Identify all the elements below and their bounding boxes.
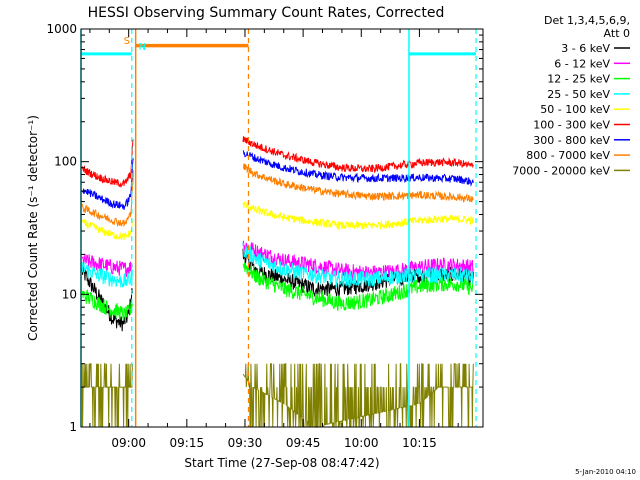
legend-entry-label: 12 - 25 keV <box>547 73 610 86</box>
x-tick-label: 09:45 <box>286 436 321 450</box>
x-tick-label: 09:00 <box>111 436 146 450</box>
legend: Det 1,3,4,5,6,9,Att 0 3 - 6 keV 6 - 12 keV… <box>512 14 630 177</box>
plot-frame <box>80 28 484 428</box>
series-300-800-kev-seg2 <box>242 150 474 187</box>
series-6-12-kev-seg2 <box>242 240 474 281</box>
axis-ticks: 09:00 09:15 09:30 09:45 10:00 10:15 1 10 100 1000 <box>46 22 483 450</box>
series-7000-20000-kev-seg1 <box>81 363 133 428</box>
legend-entry-label: 800 - 7000 keV <box>526 149 610 162</box>
legend-entry-label: 7000 - 20000 keV <box>512 164 610 177</box>
y-tick-label: 1000 <box>46 22 77 36</box>
legend-entry-label: 100 - 300 keV <box>533 119 610 132</box>
series-100-300-kev-seg2 <box>242 136 474 174</box>
legend-entry-label: 25 - 50 keV <box>547 88 610 101</box>
series-800-7000-kev-seg2 <box>242 163 474 203</box>
footer-timestamp: 5-Jan-2010 04:10 <box>575 468 636 476</box>
s-marker-label: S <box>124 36 130 47</box>
y-tick-label: 10 <box>62 287 77 301</box>
legend-entry-label: 6 - 12 keV <box>554 57 610 70</box>
legend-header: Det 1,3,4,5,6,9, <box>544 14 630 27</box>
x-tick-label: 10:15 <box>402 436 437 450</box>
series-100-300-kev-seg1 <box>81 139 134 189</box>
x-axis-label: Start Time (27-Sep-08 08:47:42) <box>184 456 379 470</box>
legend-entry-label: 300 - 800 keV <box>533 134 610 147</box>
series-25-50-kev-seg1 <box>81 262 133 288</box>
y-tick-label: 100 <box>54 155 77 169</box>
y-tick-label: 1 <box>69 420 77 434</box>
x-tick-label: 09:15 <box>170 436 205 450</box>
series-7000-20000-kev-seg2 <box>242 363 474 429</box>
x-tick-label: 10:00 <box>344 436 379 450</box>
series-50-100-kev-seg2 <box>242 201 474 231</box>
n-marker-label: N <box>139 42 146 53</box>
legend-entry-label: 50 - 100 keV <box>540 103 610 116</box>
series-300-800-kev-seg1 <box>81 158 134 210</box>
series-50-100-kev-seg1 <box>81 218 133 241</box>
y-axis-label: Corrected Count Rate (s⁻¹ detector⁻¹) <box>26 115 40 341</box>
series-800-7000-kev-seg1 <box>81 170 134 228</box>
x-tick-label: 09:30 <box>228 436 263 450</box>
legend-entry-label: 3 - 6 keV <box>561 42 610 55</box>
series-12-25-kev-seg1 <box>81 289 133 322</box>
chart-title: HESSI Observing Summary Count Rates, Cor… <box>88 5 445 21</box>
series-25-50-kev-seg2 <box>242 242 474 289</box>
legend-header: Att 0 <box>604 27 630 40</box>
plot-area: SN <box>80 29 477 429</box>
